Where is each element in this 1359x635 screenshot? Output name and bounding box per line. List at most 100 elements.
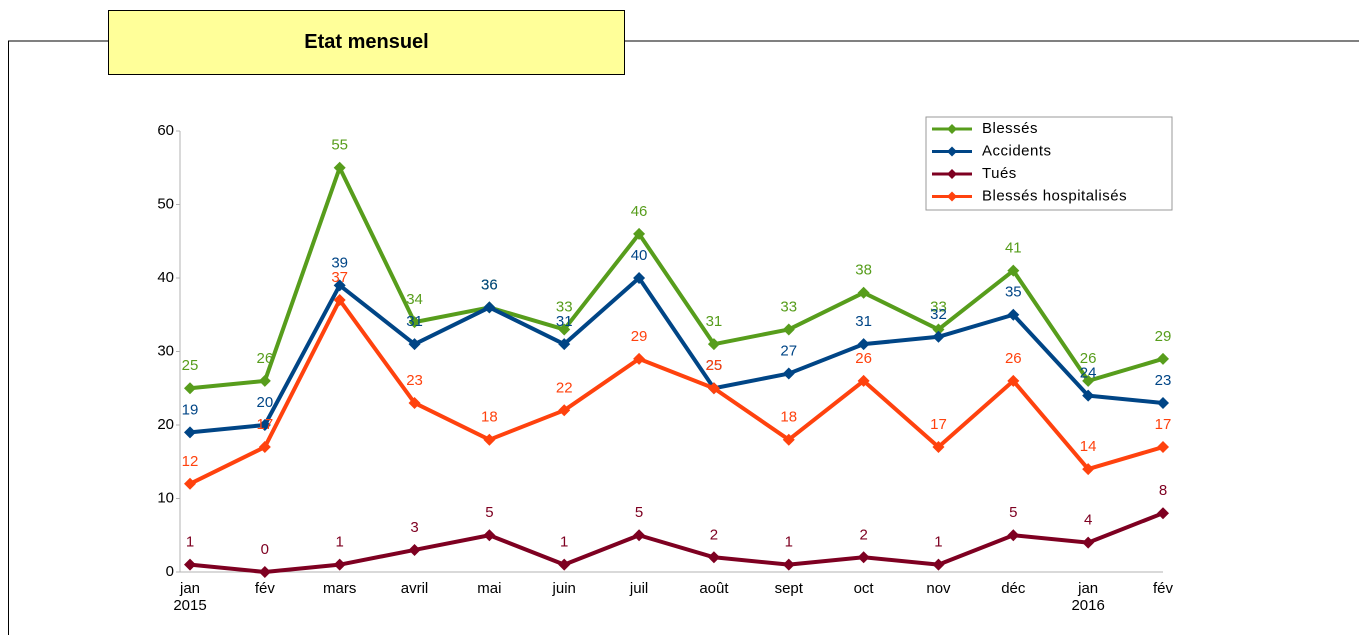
x-tick-label: avril	[400, 580, 429, 597]
x-tick-label: mai	[477, 580, 502, 597]
data-label: 26	[257, 350, 274, 367]
data-label: 25	[706, 357, 723, 374]
marker	[857, 338, 870, 351]
marker	[633, 529, 646, 542]
data-label: 46	[631, 203, 648, 220]
data-label: 36	[481, 276, 498, 293]
marker	[483, 529, 496, 542]
marker	[1157, 441, 1169, 454]
marker	[1157, 396, 1169, 409]
data-label: 31	[855, 313, 872, 330]
y-tick-label: 30	[157, 342, 174, 359]
data-label: 34	[406, 291, 423, 308]
data-label: 4	[1084, 512, 1092, 529]
data-label: 1	[934, 534, 942, 551]
marker	[707, 382, 720, 395]
x-tick-label: mars	[323, 580, 357, 597]
data-label: 33	[556, 298, 573, 315]
data-label: 29	[1155, 328, 1172, 345]
data-label: 5	[635, 504, 643, 521]
data-label: 24	[1080, 365, 1097, 382]
data-label: 12	[182, 453, 199, 470]
data-label: 41	[1005, 240, 1022, 257]
marker	[1082, 374, 1095, 387]
data-label: 25	[182, 357, 199, 374]
x-tick-label: juin	[552, 580, 576, 597]
marker	[1007, 374, 1020, 387]
x-tick-label: oct	[853, 580, 874, 597]
marker	[782, 367, 795, 380]
legend-label: Blessés hospitalisés	[982, 187, 1127, 204]
marker	[408, 543, 421, 556]
marker	[932, 441, 945, 454]
data-label: 20	[257, 394, 274, 411]
marker	[258, 374, 271, 387]
marker	[633, 227, 646, 240]
data-label: 2	[859, 526, 867, 543]
data-label: 5	[1009, 504, 1017, 521]
data-label: 31	[406, 313, 423, 330]
data-label: 32	[930, 306, 947, 323]
marker	[1082, 389, 1095, 402]
marker	[184, 382, 196, 395]
marker	[333, 161, 346, 174]
x-tick-label: août	[699, 580, 729, 597]
legend-label: Accidents	[982, 142, 1052, 159]
legend-marker	[947, 124, 957, 134]
y-tick-label: 20	[157, 416, 174, 433]
data-label: 14	[1080, 438, 1097, 455]
data-label: 23	[406, 372, 423, 389]
marker	[483, 433, 496, 446]
marker	[857, 551, 870, 564]
marker	[333, 279, 346, 292]
data-label: 22	[556, 379, 573, 396]
x-tick-label: nov	[926, 580, 951, 597]
data-label: 26	[855, 350, 872, 367]
legend-marker	[947, 191, 957, 202]
data-label: 0	[261, 541, 269, 558]
data-label: 25	[706, 357, 723, 374]
marker	[1007, 529, 1020, 542]
data-label: 31	[706, 313, 723, 330]
line	[189, 298, 1164, 486]
marker	[558, 558, 571, 571]
marker	[408, 316, 421, 329]
legend-marker	[947, 146, 957, 157]
data-label: 19	[182, 401, 199, 418]
x-tick-label: jan 2016	[1071, 580, 1105, 614]
marker	[184, 477, 196, 490]
marker	[258, 419, 271, 431]
y-tick-label: 40	[157, 269, 174, 286]
data-label: 37	[331, 269, 348, 286]
data-label: 1	[785, 534, 793, 551]
marker	[932, 558, 945, 571]
data-label: 40	[631, 247, 648, 264]
data-label: 33	[780, 298, 797, 315]
marker	[483, 301, 496, 314]
marker	[782, 558, 795, 571]
x-tick-label: déc	[1001, 580, 1026, 597]
marker	[857, 286, 870, 299]
data-label: 26	[1080, 350, 1097, 367]
legend-box	[925, 116, 1173, 211]
line	[189, 165, 1164, 391]
marker	[408, 396, 421, 409]
legend-marker	[947, 169, 957, 179]
marker	[184, 426, 196, 439]
data-label: 33	[930, 298, 947, 315]
marker	[932, 323, 945, 336]
data-label: 1	[560, 534, 568, 551]
data-label: 17	[1155, 416, 1172, 433]
marker	[707, 338, 720, 351]
marker	[1007, 264, 1020, 277]
marker	[1082, 536, 1095, 549]
x-tick-label: jan 2015	[173, 580, 207, 614]
marker	[558, 404, 571, 417]
marker	[633, 352, 646, 365]
marker	[1082, 463, 1095, 476]
marker	[408, 338, 421, 351]
marker	[1157, 507, 1169, 520]
marker	[558, 338, 571, 351]
